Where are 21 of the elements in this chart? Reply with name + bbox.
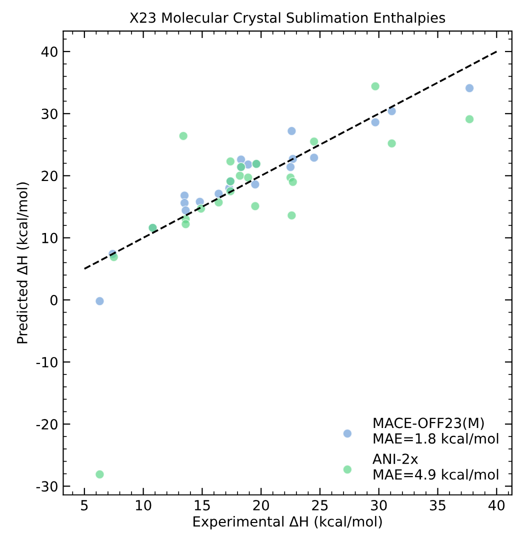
y-tick-label: 10 xyxy=(42,232,58,244)
x-tick-label: 25 xyxy=(312,500,328,510)
y-tick-label: -30 xyxy=(36,481,58,492)
y-tick-label: -10 xyxy=(36,356,58,368)
x-tick-label: 15 xyxy=(194,500,210,510)
x-tick-label: 5 xyxy=(81,500,88,510)
y-tick-label: 20 xyxy=(42,170,58,182)
x-tick-label: 20 xyxy=(253,500,269,510)
x-tick-label: 40 xyxy=(488,500,505,510)
y-tick-label: 0 xyxy=(50,294,58,306)
chart-title: X23 Molecular Crystal Sublimation Enthalpies xyxy=(130,12,446,26)
x-axis-title: Experimental ΔH (kcal/mol) xyxy=(194,516,382,530)
x-tick-label: 35 xyxy=(430,500,446,510)
y-tick-label: 40 xyxy=(41,46,58,57)
x-tick-label: 10 xyxy=(136,500,152,510)
x-tick-label: 30 xyxy=(371,500,387,510)
y-tick-label: 30 xyxy=(42,108,58,120)
y-axis-title: Predicted ΔH (kcal/mol) xyxy=(16,182,30,344)
legend-label: ANI-2x MAE=4.9 kcal/mol xyxy=(372,454,498,481)
legend-label: MACE-OFF23(M) MAE=1.8 kcal/mol xyxy=(374,417,498,445)
y-tick-label: -20 xyxy=(36,419,58,430)
